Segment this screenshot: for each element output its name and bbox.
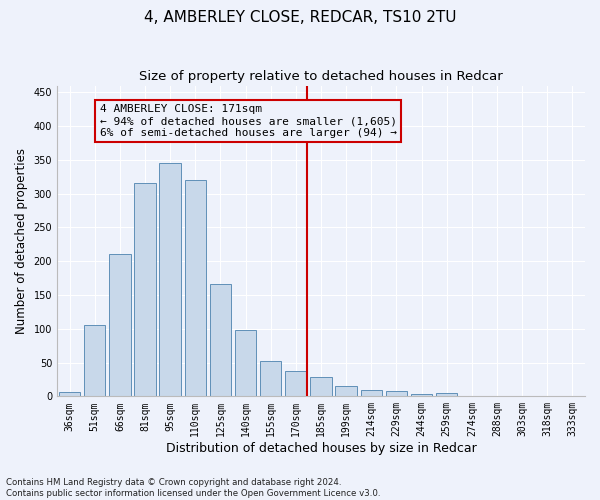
Bar xyxy=(160,163,181,396)
Y-axis label: Number of detached properties: Number of detached properties xyxy=(15,148,28,334)
Bar xyxy=(436,393,457,396)
Bar xyxy=(210,284,231,397)
Bar xyxy=(260,361,281,396)
Text: 4, AMBERLEY CLOSE, REDCAR, TS10 2TU: 4, AMBERLEY CLOSE, REDCAR, TS10 2TU xyxy=(144,10,456,25)
Title: Size of property relative to detached houses in Redcar: Size of property relative to detached ho… xyxy=(139,70,503,83)
Bar xyxy=(134,183,156,396)
Bar xyxy=(84,324,106,396)
Bar xyxy=(386,391,407,396)
Bar xyxy=(285,372,307,396)
X-axis label: Distribution of detached houses by size in Redcar: Distribution of detached houses by size … xyxy=(166,442,476,455)
Bar xyxy=(310,378,332,396)
Bar xyxy=(109,254,131,396)
Bar xyxy=(185,180,206,396)
Text: Contains HM Land Registry data © Crown copyright and database right 2024.
Contai: Contains HM Land Registry data © Crown c… xyxy=(6,478,380,498)
Bar xyxy=(411,394,432,396)
Bar xyxy=(361,390,382,396)
Bar xyxy=(335,386,357,396)
Bar xyxy=(235,330,256,396)
Text: 4 AMBERLEY CLOSE: 171sqm
← 94% of detached houses are smaller (1,605)
6% of semi: 4 AMBERLEY CLOSE: 171sqm ← 94% of detach… xyxy=(100,104,397,138)
Bar xyxy=(59,392,80,396)
